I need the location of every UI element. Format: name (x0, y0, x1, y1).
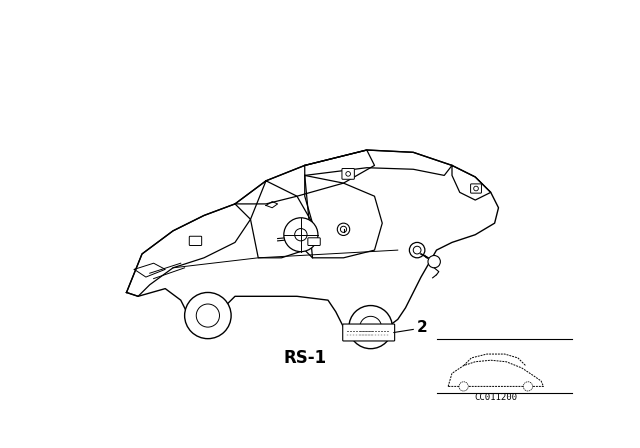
Circle shape (349, 306, 392, 349)
Circle shape (474, 186, 478, 191)
Text: CC011200: CC011200 (475, 393, 518, 402)
FancyBboxPatch shape (342, 168, 355, 179)
FancyBboxPatch shape (343, 324, 395, 341)
Circle shape (337, 223, 349, 236)
Circle shape (346, 172, 351, 176)
Circle shape (524, 382, 532, 391)
Circle shape (294, 228, 307, 241)
FancyBboxPatch shape (308, 238, 320, 246)
FancyBboxPatch shape (470, 184, 481, 193)
Circle shape (196, 304, 220, 327)
Text: RS-1: RS-1 (283, 349, 326, 367)
Circle shape (284, 218, 318, 252)
Circle shape (410, 242, 425, 258)
Circle shape (428, 255, 440, 268)
Circle shape (459, 382, 468, 391)
Circle shape (184, 293, 231, 339)
Text: 2: 2 (417, 320, 428, 336)
Circle shape (360, 316, 381, 338)
Circle shape (413, 246, 421, 254)
Circle shape (340, 226, 347, 233)
FancyBboxPatch shape (189, 236, 202, 246)
